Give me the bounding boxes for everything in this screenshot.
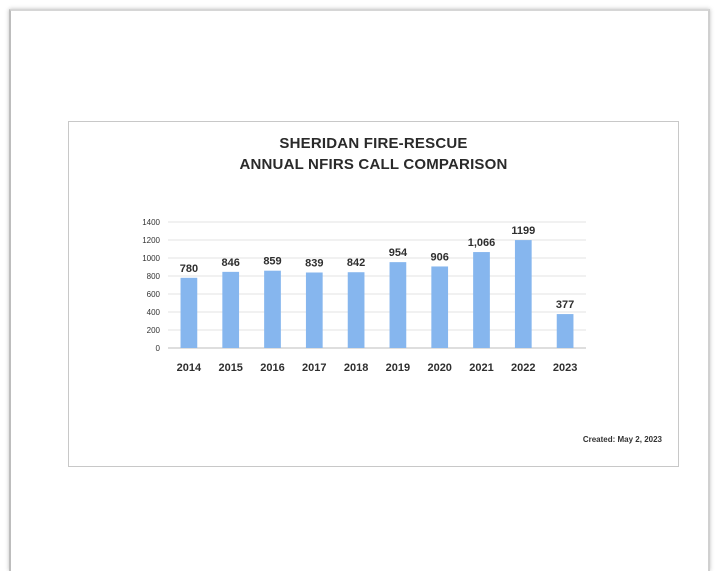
y-tick-label: 1200 — [142, 236, 160, 245]
x-tick-label: 2018 — [344, 362, 368, 374]
x-tick-label: 2022 — [511, 362, 535, 374]
y-tick-label: 200 — [147, 326, 161, 335]
chart-subtitle: ANNUAL NFIRS CALL COMPARISON — [239, 156, 508, 173]
bar — [389, 262, 407, 348]
y-tick-label: 400 — [147, 308, 161, 317]
bar — [222, 271, 240, 348]
bar — [473, 252, 490, 348]
bar-chart: 0 200 400 600 800 1000 1200 1400 780 2014 846 2015 8… — [142, 218, 586, 374]
data-label: 780 — [180, 263, 198, 275]
bar — [556, 314, 574, 348]
y-tick-label: 0 — [156, 344, 161, 353]
created-date-note: Created: May 2, 2023 — [582, 435, 662, 444]
chart-frame: SHERIDAN FIRE-RESCUE ANNUAL NFIRS CALL C… — [68, 121, 679, 467]
data-label: 1199 — [511, 225, 535, 237]
data-label: 906 — [431, 251, 449, 263]
x-tick-label: 2023 — [553, 362, 577, 374]
bar — [305, 272, 323, 348]
data-label: 859 — [263, 256, 281, 268]
bar — [514, 240, 532, 348]
x-tick-label: 2021 — [469, 362, 493, 374]
y-tick-label: 1400 — [142, 218, 160, 227]
y-tick-label: 600 — [147, 290, 161, 299]
bar — [264, 270, 281, 348]
data-label: 842 — [347, 257, 365, 269]
y-tick-label: 800 — [147, 272, 161, 281]
data-label: 839 — [305, 257, 323, 269]
bar — [431, 266, 449, 348]
x-tick-label: 2017 — [302, 362, 326, 374]
x-tick-label: 2019 — [386, 362, 410, 374]
y-tick-label: 1000 — [142, 254, 160, 263]
x-tick-label: 2015 — [218, 362, 242, 374]
bar — [180, 277, 198, 348]
bar — [347, 272, 365, 348]
data-label: 377 — [556, 299, 574, 311]
data-label: 954 — [389, 247, 408, 259]
data-label: 846 — [222, 257, 240, 269]
x-tick-label: 2014 — [177, 362, 202, 374]
chart-title: SHERIDAN FIRE-RESCUE — [279, 135, 468, 152]
document-page: SHERIDAN FIRE-RESCUE ANNUAL NFIRS CALL C… — [9, 9, 710, 571]
data-label: 1,066 — [468, 237, 496, 249]
x-tick-label: 2016 — [260, 362, 284, 374]
x-tick-label: 2020 — [427, 362, 451, 374]
